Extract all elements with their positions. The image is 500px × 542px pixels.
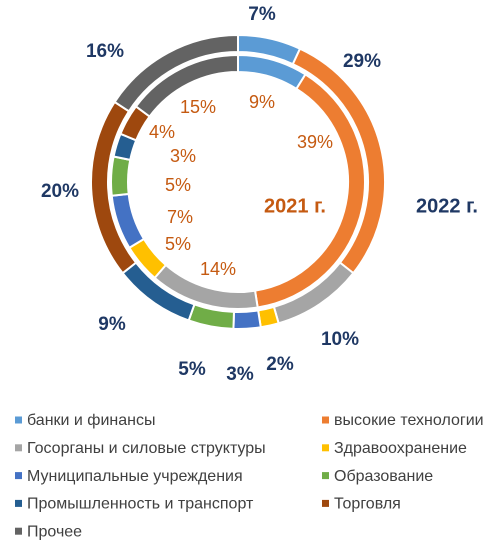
- legend-swatch: [322, 472, 329, 480]
- data-label: 10%: [321, 329, 359, 350]
- legend-swatch: [15, 444, 22, 452]
- legend-swatch: [15, 499, 22, 507]
- data-label: 5%: [165, 175, 191, 195]
- data-label: 15%: [180, 97, 216, 117]
- legend-label: Прочее: [27, 523, 82, 540]
- legend-label: Промышленность и транспорт: [27, 496, 254, 513]
- donut-segment: [110, 155, 132, 197]
- outer-ring-label: 2022 г.: [416, 195, 478, 217]
- data-label: 3%: [226, 364, 254, 385]
- legend-swatch: [322, 499, 329, 507]
- legend-swatch: [322, 444, 329, 452]
- legend-label: Образование: [334, 468, 433, 485]
- data-label: 14%: [200, 259, 236, 279]
- donut-segment: [113, 33, 239, 113]
- data-label: 3%: [170, 146, 196, 166]
- legend-label: Госорганы и силовые структуры: [27, 440, 266, 457]
- data-label: 9%: [98, 314, 126, 335]
- data-label: 7%: [248, 4, 276, 25]
- legend-label: Здравоохранение: [334, 440, 467, 457]
- legend-label: банки и финансы: [27, 412, 155, 429]
- data-label: 39%: [297, 132, 333, 152]
- data-label: 9%: [249, 92, 275, 112]
- legend-label: Муниципальные учреждения: [27, 468, 243, 485]
- legend-swatch: [15, 472, 22, 480]
- donut-segment: [232, 309, 262, 330]
- legend-swatch: [322, 416, 329, 424]
- donut-segment: [134, 53, 239, 118]
- legend-label: высокие технологии: [334, 412, 484, 429]
- legend-swatch: [15, 416, 22, 424]
- data-label: 5%: [165, 234, 191, 254]
- legend-label: Торговля: [334, 496, 401, 513]
- inner-ring-label: 2021 г.: [264, 195, 326, 217]
- data-label: 7%: [167, 207, 193, 227]
- legend-swatch: [15, 527, 22, 535]
- data-label: 2%: [266, 354, 294, 375]
- data-label: 4%: [149, 122, 175, 142]
- data-label: 16%: [86, 41, 124, 62]
- data-label: 29%: [343, 51, 381, 72]
- data-label: 5%: [178, 359, 206, 380]
- data-label: 20%: [41, 181, 79, 202]
